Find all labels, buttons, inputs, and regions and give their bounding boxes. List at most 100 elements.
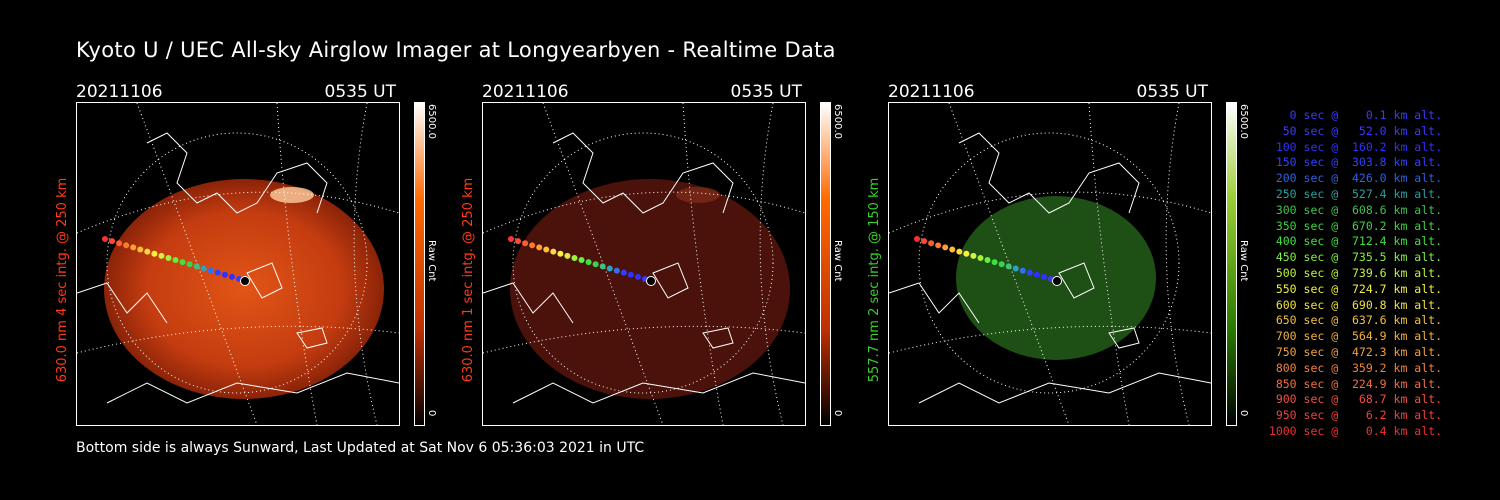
track-point xyxy=(578,257,585,264)
track-point xyxy=(1012,265,1019,272)
colorbar-max: 6500.0 xyxy=(832,104,843,139)
colorbar-max: 6500.0 xyxy=(1238,104,1249,139)
track-point xyxy=(543,246,550,253)
legend-row: 550 sec @ 724.7 km alt. xyxy=(1268,281,1442,296)
panel-ylabel: 630.0 nm 4 sec intg. @ 250 km xyxy=(55,177,70,383)
legend-row: 450 sec @ 735.5 km alt. xyxy=(1268,250,1442,265)
panel-time: 0535 UT xyxy=(1136,82,1209,102)
legend-row: 900 sec @ 68.7 km alt. xyxy=(1268,392,1442,407)
colorbar-min: 0 xyxy=(1238,410,1249,417)
track-endpoint xyxy=(1052,276,1062,286)
panel-time: 0535 UT xyxy=(730,82,803,102)
legend-row: 400 sec @ 712.4 km alt. xyxy=(1268,234,1442,249)
coastline xyxy=(77,132,399,404)
track-point xyxy=(165,254,172,261)
track-point xyxy=(977,254,984,261)
track-point xyxy=(1040,273,1047,280)
aurora-patch xyxy=(270,187,314,203)
track-point xyxy=(200,265,207,272)
panel-date: 20211106 xyxy=(888,82,975,102)
track-point xyxy=(102,236,108,242)
track-endpoint xyxy=(646,276,656,286)
track-point xyxy=(634,273,641,280)
satellite-track xyxy=(508,236,656,286)
colorbar xyxy=(820,102,831,426)
panel-date: 20211106 xyxy=(76,82,163,102)
legend-row: 1000 sec @ 0.4 km alt. xyxy=(1268,423,1442,438)
colorbar-label: Raw Cnt xyxy=(1238,240,1249,282)
track-point xyxy=(949,246,956,253)
track-point xyxy=(606,265,613,272)
track-point xyxy=(137,246,144,253)
track-point xyxy=(557,250,564,257)
legend-row: 500 sec @ 739.6 km alt. xyxy=(1268,265,1442,280)
time-altitude-legend: 0 sec @ 0.1 km alt. 50 sec @ 52.0 km alt… xyxy=(1262,108,1442,440)
track-point xyxy=(599,263,606,270)
allsky-svg xyxy=(483,103,805,425)
track-point xyxy=(963,250,970,257)
colorbar xyxy=(414,102,425,426)
legend-row: 850 sec @ 224.9 km alt. xyxy=(1268,376,1442,391)
legend-row: 800 sec @ 359.2 km alt. xyxy=(1268,360,1442,375)
track-point xyxy=(942,244,949,251)
panel-ylabel: 630.0 nm 1 sec intg. @ 250 km xyxy=(461,177,476,383)
track-point xyxy=(179,259,186,266)
track-point xyxy=(571,254,578,261)
legend-row: 150 sec @ 303.8 km alt. xyxy=(1268,155,1442,170)
track-point xyxy=(613,267,620,274)
panel-630-4sec: 20211106 0535 UT xyxy=(55,80,437,432)
track-point xyxy=(186,261,193,268)
legend-row: 250 sec @ 527.4 km alt. xyxy=(1268,186,1442,201)
track-point xyxy=(627,271,634,278)
track-point xyxy=(956,248,963,255)
legend-row: 350 sec @ 670.2 km alt. xyxy=(1268,218,1442,233)
track-point xyxy=(529,242,536,249)
grid-lines xyxy=(483,103,805,425)
track-point xyxy=(550,248,557,255)
track-point xyxy=(522,240,529,247)
satellite-track xyxy=(914,236,1062,286)
colorbar-min: 0 xyxy=(832,410,843,417)
legend-row: 200 sec @ 426.0 km alt. xyxy=(1268,171,1442,186)
airglow-disk xyxy=(510,179,790,399)
track-point xyxy=(130,244,137,251)
track-point xyxy=(193,263,200,270)
track-point xyxy=(1005,263,1012,270)
colorbar-max: 6500.0 xyxy=(426,104,437,139)
track-point xyxy=(109,238,116,245)
track-point xyxy=(585,259,592,266)
allsky-svg xyxy=(889,103,1211,425)
colorbar-label: Raw Cnt xyxy=(426,240,437,282)
legend-row: 700 sec @ 564.9 km alt. xyxy=(1268,329,1442,344)
airglow-disk xyxy=(104,179,384,399)
track-point xyxy=(935,242,942,249)
aurora-patch xyxy=(676,187,720,203)
grid-lines xyxy=(889,103,1211,425)
colorbar-label: Raw Cnt xyxy=(832,240,843,282)
track-point xyxy=(991,259,998,266)
track-point xyxy=(228,273,235,280)
track-point xyxy=(508,236,514,242)
track-point xyxy=(1033,271,1040,278)
panel-557-2sec: 20211106 0535 UT 557.7 nm 2 sec intg. @ xyxy=(867,80,1249,432)
legend-row: 100 sec @ 160.2 km alt. xyxy=(1268,139,1442,154)
panel-ylabel: 557.7 nm 2 sec intg. @ 150 km xyxy=(867,177,882,383)
legend-row: 750 sec @ 472.3 km alt. xyxy=(1268,344,1442,359)
grid-lines xyxy=(77,103,399,425)
track-point xyxy=(921,238,928,245)
track-point xyxy=(592,261,599,268)
track-endpoint xyxy=(240,276,250,286)
coastline xyxy=(483,132,805,404)
track-point xyxy=(564,252,571,259)
track-point xyxy=(214,269,221,276)
track-point xyxy=(221,271,228,278)
track-point xyxy=(970,252,977,259)
footer-note: Bottom side is always Sunward, Last Upda… xyxy=(76,440,645,456)
track-point xyxy=(144,248,151,255)
legend-row: 0 sec @ 0.1 km alt. xyxy=(1268,108,1442,122)
allsky-image xyxy=(482,102,806,426)
track-point xyxy=(116,240,123,247)
panel-time: 0535 UT xyxy=(324,82,397,102)
track-point xyxy=(1019,267,1026,274)
track-point xyxy=(151,250,158,257)
